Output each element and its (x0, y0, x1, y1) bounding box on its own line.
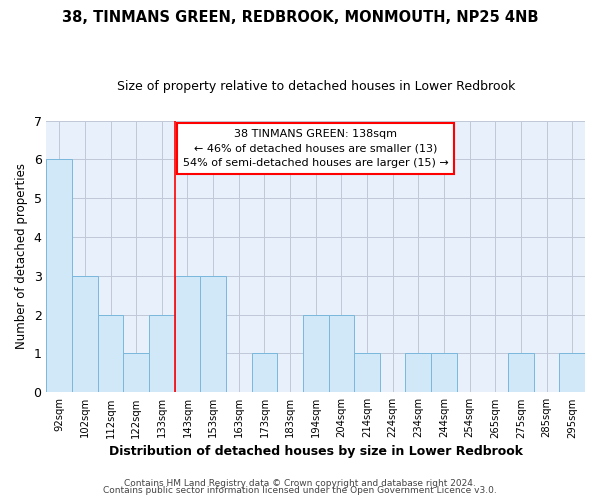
Bar (406, 354, 431, 393)
Bar (200, 276, 226, 392)
Bar (354, 354, 380, 393)
Text: Contains public sector information licensed under the Open Government Licence v3: Contains public sector information licen… (103, 486, 497, 495)
Bar (72, 276, 98, 392)
Text: 38, TINMANS GREEN, REDBROOK, MONMOUTH, NP25 4NB: 38, TINMANS GREEN, REDBROOK, MONMOUTH, N… (62, 10, 538, 25)
Y-axis label: Number of detached properties: Number of detached properties (15, 164, 28, 350)
Bar (149, 314, 175, 392)
X-axis label: Distribution of detached houses by size in Lower Redbrook: Distribution of detached houses by size … (109, 444, 523, 458)
Bar (508, 354, 534, 393)
Bar (559, 354, 585, 393)
Bar (124, 354, 149, 393)
Bar (175, 276, 200, 392)
Bar (251, 354, 277, 393)
Bar (431, 354, 457, 393)
Text: Contains HM Land Registry data © Crown copyright and database right 2024.: Contains HM Land Registry data © Crown c… (124, 478, 476, 488)
Bar (303, 314, 329, 392)
Title: Size of property relative to detached houses in Lower Redbrook: Size of property relative to detached ho… (116, 80, 515, 93)
Bar (98, 314, 124, 392)
Bar (329, 314, 354, 392)
Bar (46, 160, 72, 392)
Text: 38 TINMANS GREEN: 138sqm
← 46% of detached houses are smaller (13)
54% of semi-d: 38 TINMANS GREEN: 138sqm ← 46% of detach… (183, 128, 449, 168)
